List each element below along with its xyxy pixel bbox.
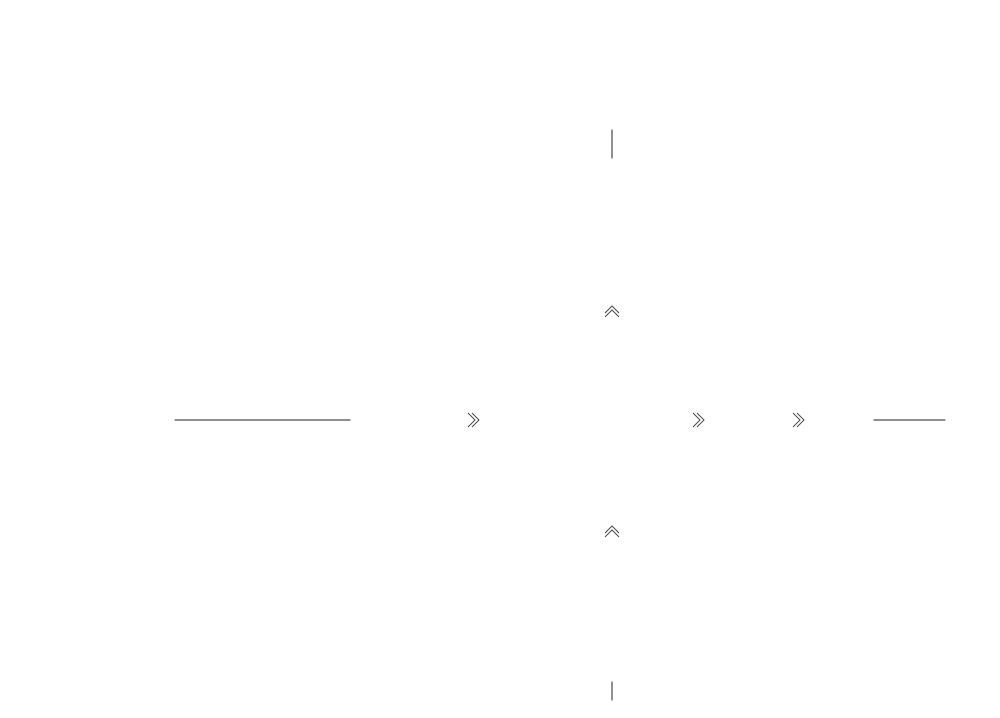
diagram-svg: [0, 0, 1000, 718]
